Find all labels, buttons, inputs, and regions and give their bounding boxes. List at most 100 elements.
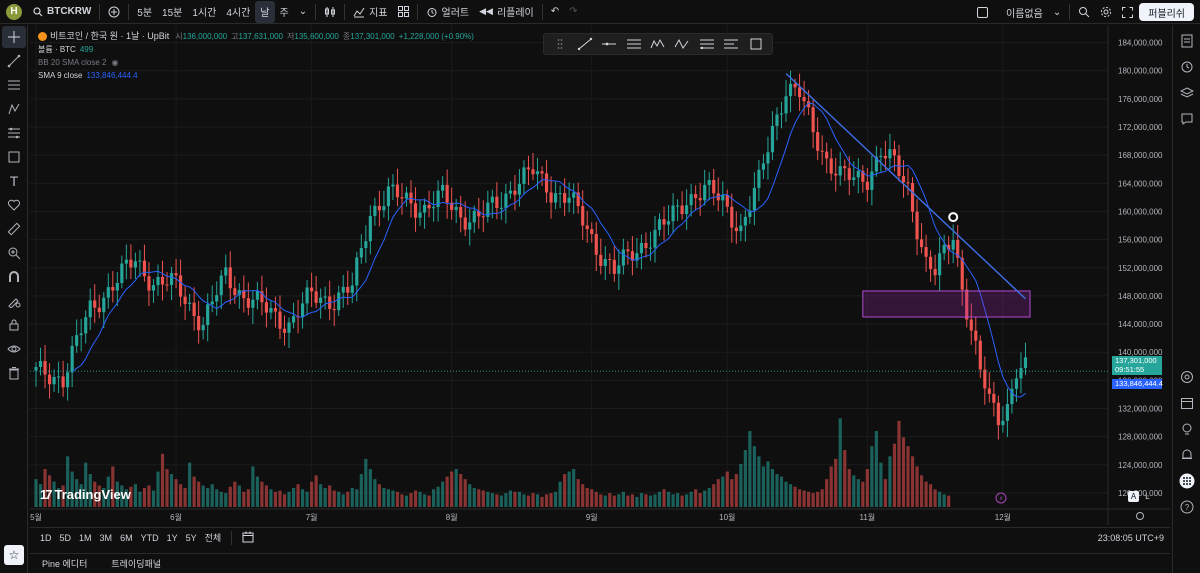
fib-retracement-icon[interactable] [698,36,716,52]
pitchfork-tool-icon[interactable] [2,98,26,120]
layout-name[interactable]: 이름없음 [1006,8,1043,20]
trend-line-icon[interactable] [576,36,594,52]
timeframe-15m[interactable]: 15분 [162,8,183,19]
signal-target-icon[interactable] [1173,364,1200,390]
undo-icon[interactable]: ↶ [550,6,560,17]
candle-body [743,216,747,226]
favorites-heart-icon[interactable] [2,194,26,216]
elliott-wave-icon[interactable] [649,36,667,52]
fib-tool-icon[interactable] [2,122,26,144]
ruler-icon[interactable] [2,218,26,240]
gann-box-icon[interactable] [722,36,740,52]
volume-bar [463,479,467,507]
range-ytd[interactable]: YTD [140,532,159,543]
volume-bar [847,469,851,507]
volume-bar [947,495,951,507]
apps-grid-icon[interactable] [1173,468,1200,494]
ideas-bulb-icon[interactable] [1173,416,1200,442]
hidden-eye-icon[interactable]: ◉ [111,58,119,67]
horizontal-lines-tool-icon[interactable] [2,74,26,96]
help-question-icon[interactable]: ? [1173,494,1200,520]
range-5y[interactable]: 5Y [185,532,197,543]
timeframe-1h[interactable]: 1시간 [192,8,217,19]
candle-body [734,227,738,232]
layout-checkbox-icon[interactable] [972,1,993,23]
rectangle-tool-icon[interactable] [2,146,26,168]
range-3m[interactable]: 3M [99,532,113,543]
chart-pane[interactable]: 120,000,000 124,000,000 128,000,000 132,000… [30,25,1170,525]
timeframe-dropdown-chevron-icon[interactable]: ⌄ [298,6,308,17]
tab-trading-panel[interactable]: 트레이딩패널 [111,559,162,569]
volume-bar [879,462,883,507]
goto-date-calendar-icon[interactable] [238,531,258,545]
crosshair-icon[interactable] [2,26,26,48]
volume-bar [84,462,88,507]
text-tool-icon[interactable]: T [9,173,19,189]
indicators-button[interactable]: 지표 [348,1,392,23]
candlestick-chart[interactable]: 120,000,000 124,000,000 128,000,000 132,000… [30,25,1170,525]
fullscreen-icon[interactable] [1117,1,1138,23]
log-scale-button[interactable]: L [1145,492,1150,501]
stay-in-drawing-mode-icon[interactable] [2,290,26,312]
magnet-icon[interactable] [2,266,26,288]
horizontal-ray-icon[interactable] [600,36,618,52]
layouts-grid-icon[interactable] [393,1,414,23]
volume-bar [852,475,856,507]
alerts-clock-icon[interactable] [1173,54,1200,80]
timeframe-5m[interactable]: 5분 [137,8,153,19]
replay-button[interactable]: ◀◀ 리플레이 [474,1,539,23]
sma-indicator-label[interactable]: SMA 9 close [38,71,83,80]
candle-body [120,263,124,283]
volume-bar [404,495,409,507]
range-1d[interactable]: 1D [40,532,52,543]
pattern-icon[interactable] [673,36,691,52]
lock-icon[interactable] [2,314,26,336]
range-6m[interactable]: 6M [120,532,133,543]
volume-bar [807,491,811,507]
chart-type-candles-icon[interactable] [319,1,341,23]
range-1y[interactable]: 1Y [166,532,178,543]
timeframe-1w[interactable]: 주 [279,8,289,19]
rectangle-icon[interactable] [747,36,765,52]
volume-bar [897,420,901,507]
quick-search-icon[interactable] [1073,1,1095,23]
redo-icon[interactable]: ↷ [569,6,578,17]
publish-button[interactable]: 퍼블리쉬 [1139,3,1194,21]
candle-body [956,239,960,258]
volume-bar [820,489,824,507]
volume-bar [237,485,241,507]
layout-chevron-down-icon[interactable]: ⌄ [1052,6,1062,18]
notifications-bell-icon[interactable] [1173,442,1200,468]
watchlist-icon[interactable] [1173,28,1200,54]
hide-drawings-eye-icon[interactable] [2,338,26,360]
timeframe-1d[interactable]: 날 [255,0,275,23]
candle-body [255,291,259,300]
drag-handle-icon[interactable] [551,36,569,52]
timezone-clock[interactable]: 23:08:05 UTC+9 [1097,532,1164,543]
favorites-star-icon[interactable]: ☆ [4,545,24,565]
zoom-in-icon[interactable] [2,242,26,264]
range-1m[interactable]: 1M [79,532,92,543]
alert-button[interactable]: 얼러트 [421,1,475,23]
user-avatar[interactable]: H [6,3,22,20]
chat-icon[interactable] [1173,106,1200,132]
compare-plus-icon[interactable] [103,1,125,23]
tab-pine-editor[interactable]: Pine 에디터 [42,559,88,569]
settings-gear-icon[interactable] [1095,1,1117,23]
bb-indicator-label[interactable]: BB 20 SMA close 2 [38,58,107,67]
range-5d[interactable]: 5D [59,532,72,543]
auto-scale-button[interactable]: A [1128,491,1139,502]
calendar-icon[interactable] [1173,390,1200,416]
trendline-tool-icon[interactable] [2,50,26,72]
symbol-search[interactable]: BTCKRW [28,1,96,23]
candle-body [969,319,973,331]
candle-body [314,291,318,303]
layers-icon[interactable] [1173,80,1200,106]
timeframe-4h[interactable]: 4시간 [226,8,251,19]
trash-icon[interactable] [2,362,26,384]
volume-bar [802,490,806,507]
range-all[interactable]: 전체 [204,533,222,543]
volume-bar [115,481,119,507]
parallel-channel-icon[interactable] [625,36,643,52]
candle-body [188,302,192,304]
